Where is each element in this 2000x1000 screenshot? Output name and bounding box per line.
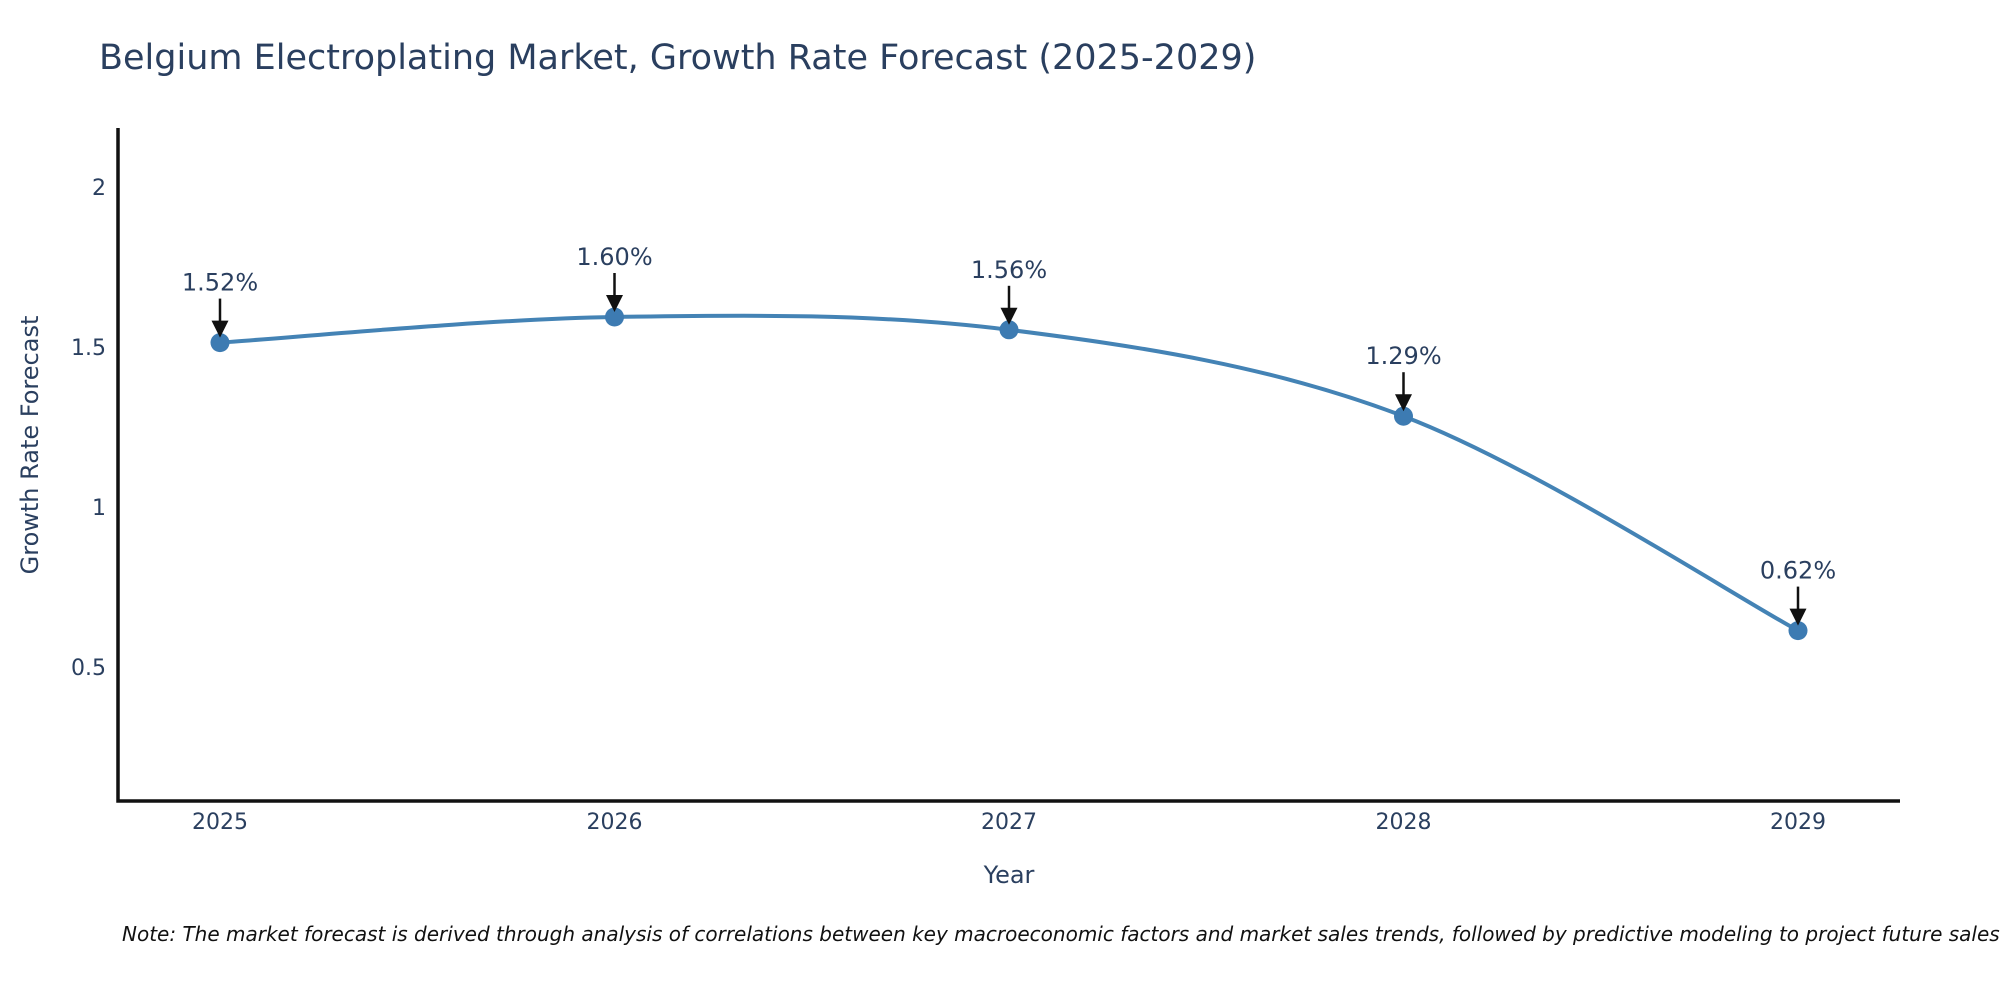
data-point-label: 0.62% — [1760, 557, 1836, 585]
annotation-arrowhead-icon — [606, 295, 623, 312]
y-tick-label: 2 — [92, 176, 106, 201]
axis-lines — [116, 128, 1900, 803]
annotation-arrowhead-icon — [1000, 307, 1018, 325]
annotation-arrowhead-icon — [1395, 394, 1412, 412]
data-point-marker[interactable] — [605, 307, 624, 327]
data-point-marker[interactable] — [210, 333, 230, 353]
annotation-arrowhead-icon — [1789, 608, 1807, 626]
data-point-label: 1.56% — [971, 256, 1047, 284]
data-point-label: 1.29% — [1365, 342, 1441, 370]
y-tick-label: 1 — [92, 496, 106, 521]
chart-title: Belgium Electroplating Market, Growth Ra… — [99, 38, 1257, 78]
data-point-marker[interactable] — [999, 320, 1019, 340]
x-tick-label: 2029 — [1770, 810, 1826, 835]
annotation-arrowhead-icon — [211, 320, 229, 338]
y-tick-label: 0.5 — [71, 656, 106, 681]
x-tick-label: 2027 — [981, 810, 1037, 835]
y-tick-label: 1.5 — [71, 336, 106, 361]
x-tick-label: 2025 — [192, 810, 248, 835]
data-point-label: 1.52% — [182, 269, 258, 297]
data-point-marker[interactable] — [1394, 406, 1413, 426]
forecast-line — [218, 313, 1800, 633]
data-point-label: 1.60% — [576, 243, 652, 271]
x-axis-title: Year — [983, 861, 1035, 889]
data-point-marker[interactable] — [1788, 621, 1808, 641]
x-tick-label: 2026 — [586, 810, 643, 835]
footnote: Note: The market forecast is derived thr… — [122, 922, 2000, 946]
x-tick-label: 2028 — [1375, 810, 1432, 835]
